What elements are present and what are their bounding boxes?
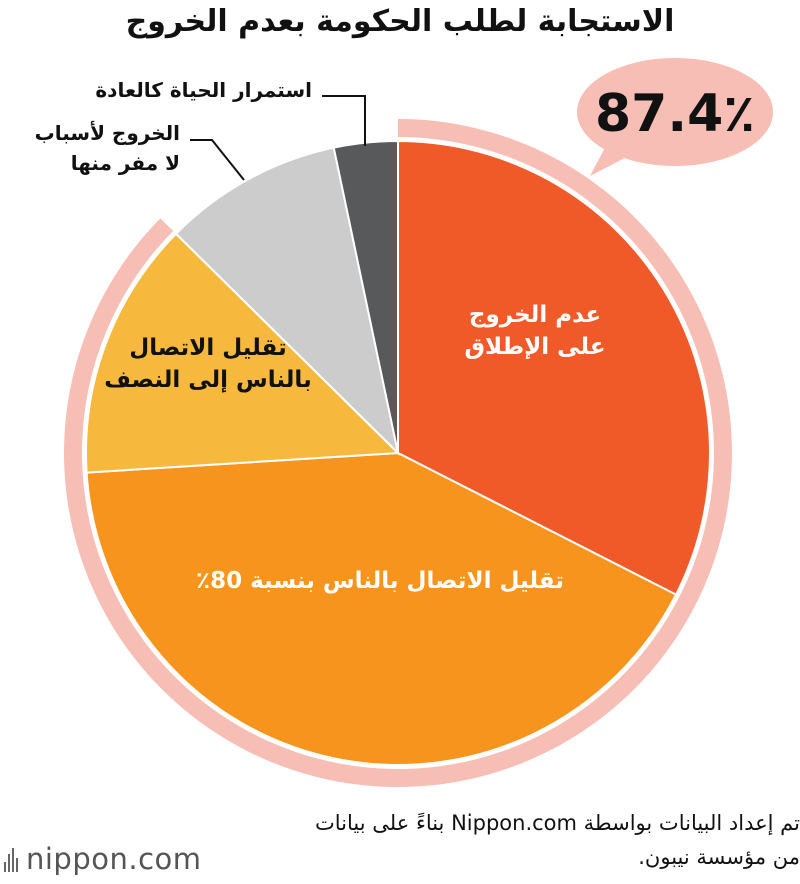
pie-slice [174, 146, 400, 457]
slice-label-line: تقليل الاتصال [129, 335, 286, 361]
pie-slice [85, 232, 401, 474]
pie-slice [397, 139, 711, 596]
slice-label: تقليل الاتصال بالناس بنسبة 80٪ [196, 568, 564, 594]
callout-layer [190, 95, 366, 181]
label-layer: عدم الخروج على الإطلاق تقليل الاتصال بالنا… [35, 78, 606, 594]
slice-label: تقليل الاتصال بالناس إلى النصف [104, 335, 311, 393]
highlight-value: 87.4٪ [595, 84, 755, 144]
pie-slice [85, 451, 678, 766]
slice-label-line: بالناس إلى النصف [104, 367, 311, 393]
callout-label-line: الخروج لأسباب [35, 120, 180, 145]
callout-label-line: لا مفر منها [71, 151, 180, 175]
callout-label: الخروج لأسباب لا مفر منها [35, 120, 180, 175]
bubble-ellipse [577, 58, 773, 166]
highlight-bubble: 87.4٪ [577, 58, 773, 176]
slice-label-line: عدم الخروج [469, 302, 601, 328]
callout-line [190, 139, 245, 181]
chart-title: الاستجابة لطلب الحكومة بعدم الخروج [125, 4, 675, 39]
source-line-2: من مؤسسة نيبون. [638, 845, 800, 869]
slice-layer [85, 139, 711, 766]
slice-label-line: على الإطلاق [464, 334, 605, 360]
source-line-1: تم إعداد البيانات بواسطة Nippon.com بناء… [315, 811, 800, 835]
callout-label: استمرار الحياة كالعادة [95, 78, 312, 102]
logo-bars-icon [4, 846, 20, 872]
callout-label-line: استمرار الحياة كالعادة [95, 78, 312, 102]
nippon-logo: nippon.com [4, 842, 202, 876]
source-note: تم إعداد البيانات بواسطة Nippon.com بناء… [240, 806, 800, 874]
slice-label: عدم الخروج على الإطلاق [464, 302, 605, 360]
callout-line [322, 95, 366, 146]
logo-text: nippon.com [26, 842, 202, 876]
slice-label-line: تقليل الاتصال بالناس بنسبة 80٪ [196, 568, 564, 594]
